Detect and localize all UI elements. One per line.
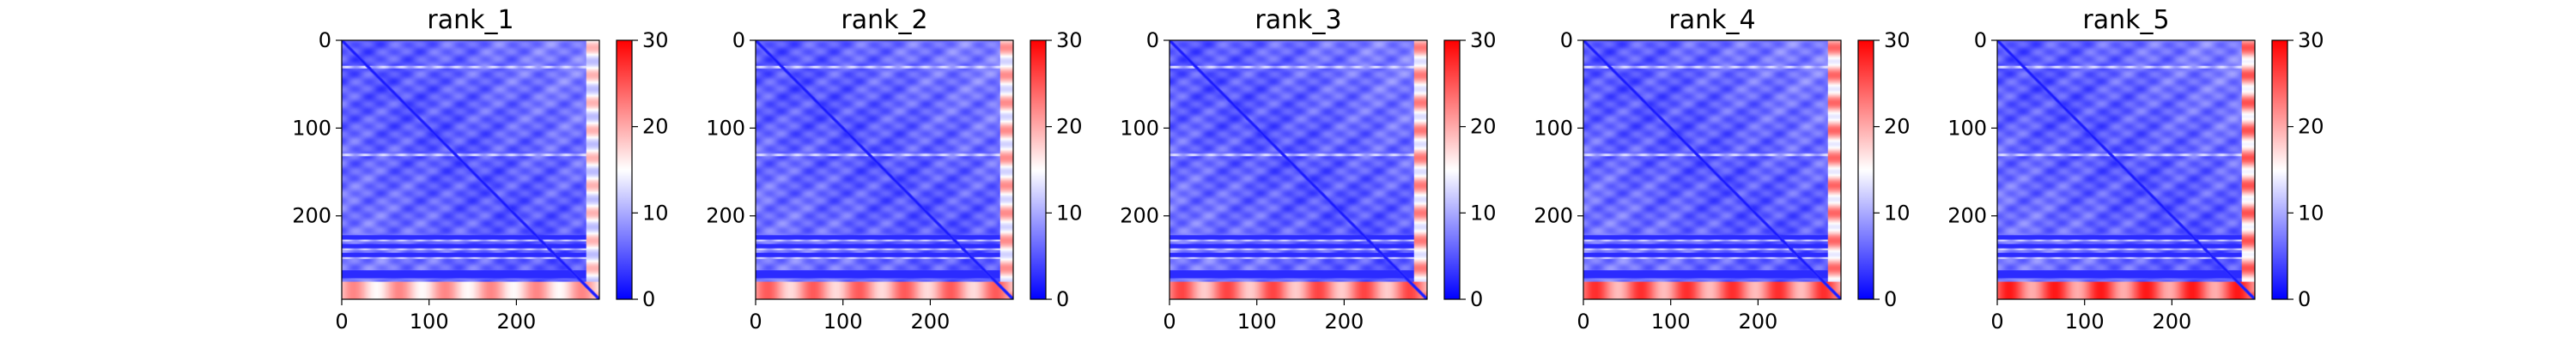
colorbar-tick-label: 20 <box>1056 115 1083 139</box>
x-tick-label: 200 <box>910 310 950 334</box>
colorbar-tick-label: 30 <box>1056 28 1083 52</box>
x-tick-label: 200 <box>1324 310 1364 334</box>
y-tick-label: 0 <box>1560 28 1573 52</box>
colorbar-tick-label: 10 <box>1470 201 1497 225</box>
y-tick-label: 100 <box>292 116 331 140</box>
x-tick-label: 200 <box>496 310 536 334</box>
x-tick-label: 0 <box>1990 310 2003 334</box>
axes-frame <box>1583 39 1842 300</box>
y-tick-label: 0 <box>732 28 745 52</box>
y-tick-label: 0 <box>319 28 331 52</box>
x-tick-label: 0 <box>335 310 348 334</box>
panel-title: rank_5 <box>2082 5 2169 35</box>
x-tick-label: 200 <box>1738 310 1777 334</box>
colorbar-tick-label: 10 <box>2298 201 2324 225</box>
y-tick-label: 200 <box>292 204 331 228</box>
x-tick-label: 200 <box>2152 310 2191 334</box>
panel-title: rank_1 <box>427 5 513 35</box>
colorbar <box>1030 39 1047 300</box>
panel-title: rank_4 <box>1668 5 1755 35</box>
y-tick-label: 0 <box>1146 28 1159 52</box>
colorbar-tick-label: 0 <box>2298 287 2311 311</box>
y-tick-label: 100 <box>706 116 745 140</box>
heatmap-image <box>756 40 1013 299</box>
colorbar-tick-label: 30 <box>642 28 669 52</box>
colorbar-tick-label: 10 <box>642 201 669 225</box>
colorbar <box>1443 39 1461 300</box>
y-tick-label: 100 <box>1120 116 1159 140</box>
heatmap-image <box>1997 40 2255 299</box>
colorbar-tick-label: 0 <box>1884 287 1897 311</box>
panel-rank_2: rank_2 0 100 200 0 100 200 0 10 20 30 <box>706 5 1082 334</box>
y-tick-label: 200 <box>1534 204 1573 228</box>
panel-title: rank_2 <box>841 5 927 35</box>
x-tick-label: 100 <box>823 310 863 334</box>
x-tick-label: 100 <box>1651 310 1691 334</box>
colorbar-tick-label: 10 <box>1884 201 1911 225</box>
colorbar-tick-label: 0 <box>1470 287 1483 311</box>
colorbar-tick-label: 0 <box>1056 287 1069 311</box>
y-tick-label: 200 <box>706 204 745 228</box>
colorbar <box>616 39 633 300</box>
colorbar <box>2271 39 2288 300</box>
colorbar-tick-label: 20 <box>642 115 669 139</box>
colorbar <box>1857 39 1874 300</box>
panel-rank_1: rank_1 0 100 200 0 100 200 0 10 20 30 <box>292 5 668 334</box>
x-tick-label: 100 <box>410 310 449 334</box>
x-tick-label: 100 <box>1237 310 1277 334</box>
panel-rank_5: rank_5 0 100 200 0 100 200 0 10 20 30 <box>1947 5 2324 334</box>
x-tick-label: 0 <box>1163 310 1176 334</box>
heatmap-image <box>342 40 599 299</box>
colorbar-tick-label: 30 <box>1470 28 1497 52</box>
y-tick-label: 100 <box>1534 116 1573 140</box>
heatmap-image <box>1170 40 1427 299</box>
colorbar-tick-label: 20 <box>2298 115 2324 139</box>
y-tick-label: 0 <box>1974 28 1987 52</box>
panel-rank_4: rank_4 0 100 200 0 100 200 0 10 20 30 <box>1534 5 1910 334</box>
y-tick-label: 200 <box>1947 204 1987 228</box>
colorbar-tick-label: 30 <box>2298 28 2324 52</box>
colorbar-tick-label: 30 <box>1884 28 1911 52</box>
axes-frame <box>755 39 1014 300</box>
panel-rank_3: rank_3 0 100 200 0 100 200 0 10 20 30 <box>1120 5 1496 334</box>
colorbar-tick-label: 10 <box>1056 201 1083 225</box>
colorbar-tick-label: 0 <box>642 287 655 311</box>
x-tick-label: 0 <box>749 310 762 334</box>
x-tick-label: 100 <box>2065 310 2105 334</box>
heatmap-image <box>1583 40 1841 299</box>
panel-title: rank_3 <box>1255 5 1341 35</box>
colorbar-tick-label: 20 <box>1470 115 1497 139</box>
x-tick-label: 0 <box>1577 310 1589 334</box>
colorbar-tick-label: 20 <box>1884 115 1911 139</box>
y-tick-label: 200 <box>1120 204 1159 228</box>
axes-frame <box>341 39 600 300</box>
axes-frame <box>1169 39 1428 300</box>
axes-frame <box>1996 39 2256 300</box>
y-tick-label: 100 <box>1947 116 1987 140</box>
